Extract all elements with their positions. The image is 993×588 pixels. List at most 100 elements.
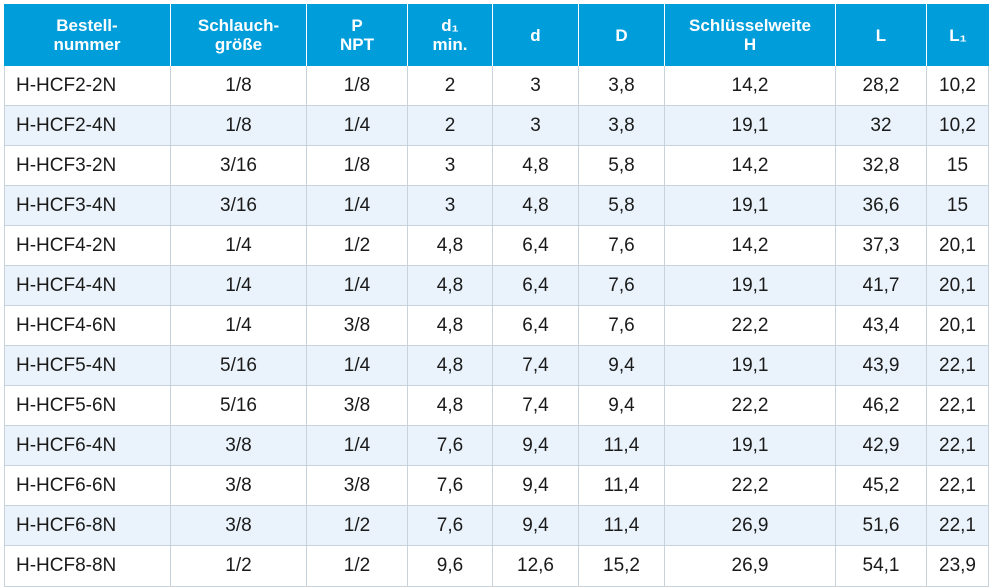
column-header-line: L bbox=[875, 25, 887, 45]
table-row: H-HCF3-2N 3/16 1/8 3 4,8 5,8 14,2 32,8 15 bbox=[4, 146, 989, 186]
table-cell: 5/16 bbox=[171, 386, 307, 426]
table-cell: 9,6 bbox=[408, 546, 493, 587]
column-header-line: NPT bbox=[340, 35, 374, 54]
table-cell: 3/16 bbox=[171, 186, 307, 226]
column-header-line: Schlüsselweite bbox=[689, 16, 811, 35]
table-cell: 9,4 bbox=[493, 426, 579, 466]
table-cell: 22,2 bbox=[665, 306, 836, 346]
column-header: L bbox=[836, 4, 927, 66]
table-body: H-HCF2-2N 1/8 1/8 2 3 3,8 14,2 28,2 10,2 H-HCF2-4… bbox=[4, 66, 989, 587]
table-cell: 46,2 bbox=[836, 386, 927, 426]
order-number-cell: H-HCF8-8N bbox=[4, 546, 171, 587]
table-cell: 22,1 bbox=[927, 506, 989, 546]
order-number-cell: H-HCF4-2N bbox=[4, 226, 171, 266]
table-cell: 7,6 bbox=[579, 226, 665, 266]
table-cell: 1/4 bbox=[307, 266, 408, 306]
table-cell: 19,1 bbox=[665, 186, 836, 226]
table-cell: 6,4 bbox=[493, 266, 579, 306]
table-row: H-HCF5-6N 5/16 3/8 4,8 7,4 9,4 22,2 46,2 22,1 bbox=[4, 386, 989, 426]
table-cell: 3 bbox=[408, 186, 493, 226]
order-number-cell: H-HCF6-4N bbox=[4, 426, 171, 466]
table-cell: 1/2 bbox=[307, 506, 408, 546]
column-header-line: H bbox=[743, 35, 757, 54]
column-header-line: D bbox=[615, 25, 628, 45]
order-number-cell: H-HCF5-4N bbox=[4, 346, 171, 386]
column-header-line: min. bbox=[432, 35, 468, 54]
table-row: H-HCF6-8N 3/8 1/2 7,6 9,4 11,4 26,9 51,6 22,1 bbox=[4, 506, 989, 546]
column-header: L₁ bbox=[927, 4, 989, 66]
table-cell: 43,4 bbox=[836, 306, 927, 346]
order-number-cell: H-HCF6-8N bbox=[4, 506, 171, 546]
table-cell: 41,7 bbox=[836, 266, 927, 306]
column-header: Bestell-nummer bbox=[4, 4, 171, 66]
order-number-cell: H-HCF6-6N bbox=[4, 466, 171, 506]
table-cell: 7,6 bbox=[408, 426, 493, 466]
column-header-line: d₁ bbox=[441, 16, 459, 35]
table-cell: 1/4 bbox=[307, 106, 408, 146]
table-cell: 36,6 bbox=[836, 186, 927, 226]
table-cell: 19,1 bbox=[665, 426, 836, 466]
product-spec-table-container: Bestell-nummer Schlauch-größe P NPT d₁ min. d D… bbox=[4, 4, 989, 587]
table-cell: 28,2 bbox=[836, 66, 927, 106]
table-cell: 4,8 bbox=[408, 306, 493, 346]
table-cell: 4,8 bbox=[408, 226, 493, 266]
table-cell: 14,2 bbox=[665, 66, 836, 106]
column-header: d₁ min. bbox=[408, 4, 493, 66]
column-header: P NPT bbox=[307, 4, 408, 66]
table-cell: 20,1 bbox=[927, 226, 989, 266]
table-cell: 7,6 bbox=[408, 506, 493, 546]
table-cell: 1/4 bbox=[307, 426, 408, 466]
order-number-cell: H-HCF4-4N bbox=[4, 266, 171, 306]
table-cell: 5,8 bbox=[579, 186, 665, 226]
order-number-cell: H-HCF5-6N bbox=[4, 386, 171, 426]
column-header-line: P bbox=[351, 16, 363, 35]
order-number-cell: H-HCF4-6N bbox=[4, 306, 171, 346]
table-cell: 4,8 bbox=[408, 266, 493, 306]
table-cell: 1/4 bbox=[307, 186, 408, 226]
table-cell: 5,8 bbox=[579, 146, 665, 186]
table-cell: 22,1 bbox=[927, 346, 989, 386]
table-cell: 3/8 bbox=[171, 426, 307, 466]
table-cell: 11,4 bbox=[579, 426, 665, 466]
table-cell: 1/4 bbox=[171, 226, 307, 266]
table-cell: 10,2 bbox=[927, 66, 989, 106]
table-cell: 1/2 bbox=[171, 546, 307, 587]
header-row: Bestell-nummer Schlauch-größe P NPT d₁ min. d D… bbox=[4, 4, 989, 66]
table-cell: 26,9 bbox=[665, 546, 836, 587]
table-cell: 7,6 bbox=[579, 306, 665, 346]
table-cell: 22,2 bbox=[665, 386, 836, 426]
table-cell: 15 bbox=[927, 186, 989, 226]
table-cell: 22,1 bbox=[927, 386, 989, 426]
table-row: H-HCF6-4N 3/8 1/4 7,6 9,4 11,4 19,1 42,9 22,1 bbox=[4, 426, 989, 466]
order-number-cell: H-HCF2-4N bbox=[4, 106, 171, 146]
table-cell: 20,1 bbox=[927, 266, 989, 306]
table-cell: 19,1 bbox=[665, 106, 836, 146]
column-header-line: Bestell- bbox=[56, 16, 118, 35]
table-cell: 4,8 bbox=[493, 186, 579, 226]
table-cell: 54,1 bbox=[836, 546, 927, 587]
table-cell: 45,2 bbox=[836, 466, 927, 506]
table-cell: 43,9 bbox=[836, 346, 927, 386]
table-cell: 7,6 bbox=[579, 266, 665, 306]
table-cell: 11,4 bbox=[579, 466, 665, 506]
table-cell: 19,1 bbox=[665, 266, 836, 306]
table-cell: 3/8 bbox=[171, 466, 307, 506]
table-cell: 3/16 bbox=[171, 146, 307, 186]
table-cell: 15 bbox=[927, 146, 989, 186]
table-row: H-HCF5-4N 5/16 1/4 4,8 7,4 9,4 19,1 43,9 22,1 bbox=[4, 346, 989, 386]
table-row: H-HCF4-4N 1/4 1/4 4,8 6,4 7,6 19,1 41,7 20,1 bbox=[4, 266, 989, 306]
table-cell: 3/8 bbox=[307, 466, 408, 506]
table-cell: 9,4 bbox=[493, 466, 579, 506]
table-row: H-HCF6-6N 3/8 3/8 7,6 9,4 11,4 22,2 45,2 22,1 bbox=[4, 466, 989, 506]
table-cell: 9,4 bbox=[579, 386, 665, 426]
table-cell: 3,8 bbox=[579, 66, 665, 106]
column-header-line: nummer bbox=[53, 35, 121, 54]
table-cell: 42,9 bbox=[836, 426, 927, 466]
table-cell: 14,2 bbox=[665, 146, 836, 186]
table-cell: 3/8 bbox=[307, 306, 408, 346]
table-cell: 23,9 bbox=[927, 546, 989, 587]
table-cell: 1/2 bbox=[307, 226, 408, 266]
table-cell: 4,8 bbox=[408, 346, 493, 386]
table-cell: 20,1 bbox=[927, 306, 989, 346]
column-header-line: Schlauch- bbox=[197, 16, 280, 35]
